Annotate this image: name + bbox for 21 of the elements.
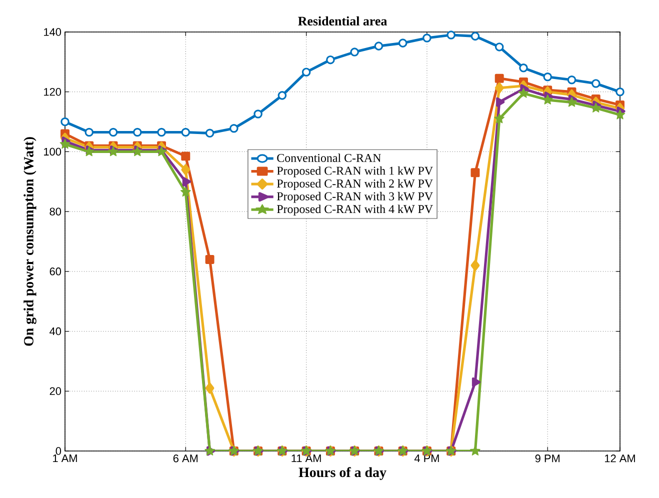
legend-label: Proposed C-RAN with 4 kW PV (276, 204, 433, 216)
x-tick-label: 9 PM (535, 454, 560, 462)
x-axis-title: Hours of a day (298, 467, 386, 480)
y-tick-label: 20 (50, 387, 62, 396)
y-tick-label: 80 (50, 208, 62, 216)
x-tick-label: 11 AM (292, 454, 321, 462)
y-tick-label: 40 (50, 327, 62, 336)
y-tick-label: 0 (56, 447, 62, 455)
y-tick-label: 140 (44, 28, 62, 36)
y-tick-label: 100 (44, 148, 62, 156)
x-tick-label: 1 AM (53, 454, 77, 462)
chart-title: Residential area (298, 16, 387, 26)
legend-label: Proposed C-RAN with 3 kW PV (276, 192, 433, 203)
y-tick-label: 60 (50, 268, 62, 276)
x-tick-label: 6 AM (173, 454, 198, 462)
y-axis-title: On grid power consumption (Watt) (24, 137, 36, 346)
y-tick-label: 120 (44, 88, 62, 96)
legend-label: Proposed C-RAN with 1 kW PV (276, 166, 433, 178)
x-tick-label: 12 AM (605, 454, 635, 462)
legend-label: Proposed C-RAN with 2 kW PV (276, 179, 433, 190)
legend-label: Conventional C-RAN (277, 154, 381, 162)
